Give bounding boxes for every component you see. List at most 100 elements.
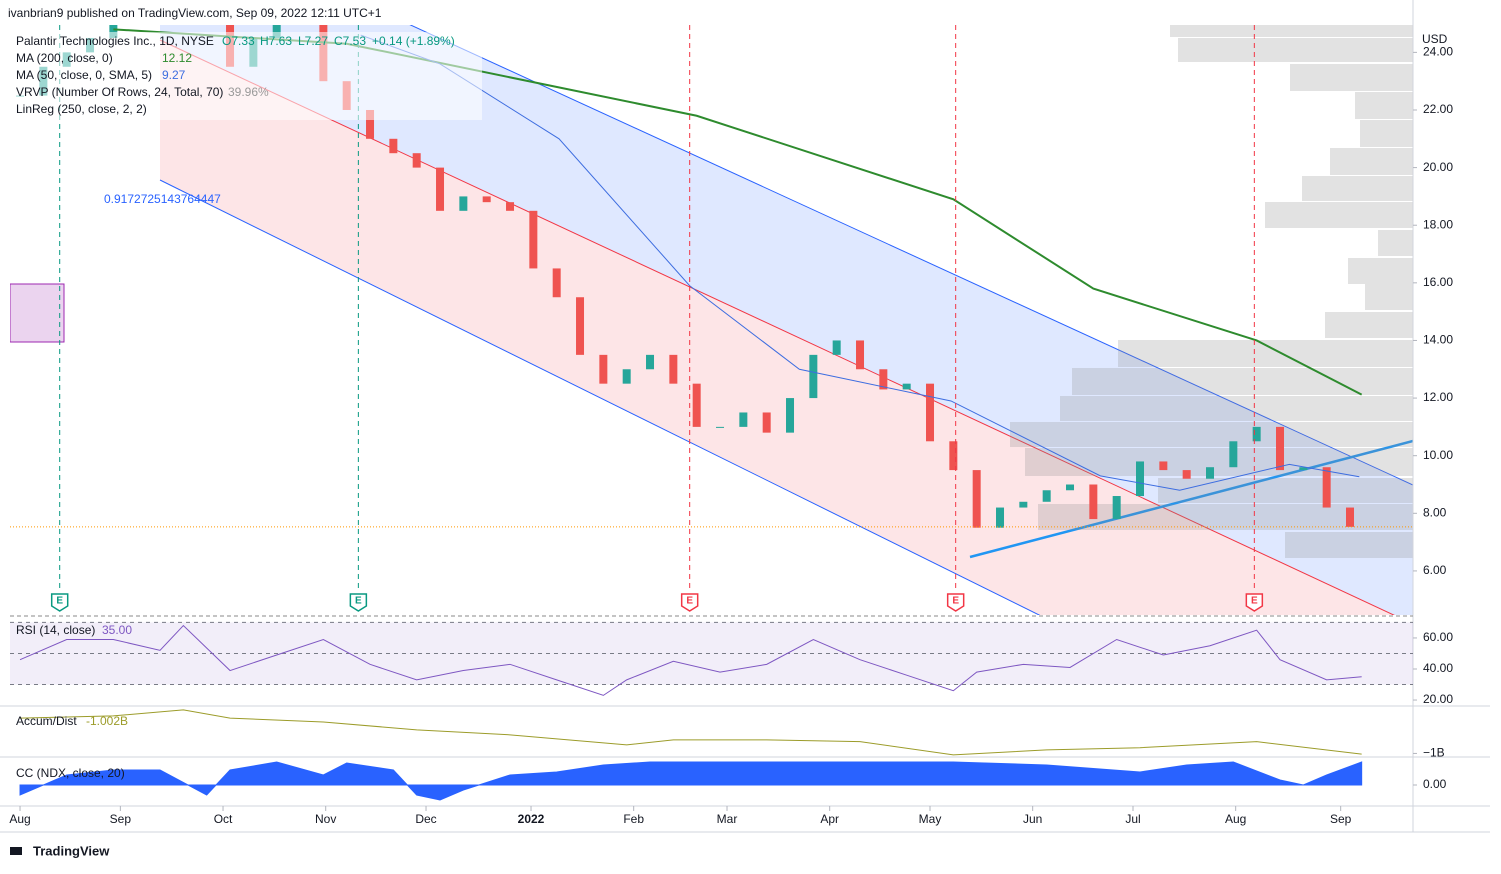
box-drawing — [10, 283, 65, 343]
regression-channel — [10, 25, 1413, 615]
candle — [529, 210, 538, 269]
candle — [786, 398, 795, 433]
vp-row — [1170, 25, 1413, 37]
vp-row — [1325, 312, 1413, 338]
y-tick-label: 10.00 — [1423, 448, 1453, 462]
y-tick-label: 40.00 — [1423, 661, 1453, 675]
vp-row — [1378, 230, 1413, 256]
vp-row — [1060, 396, 1413, 421]
candle — [109, 25, 118, 38]
vp-row — [1302, 176, 1413, 201]
y-tick-label: 20.00 — [1423, 692, 1453, 706]
x-tick-label: Sep — [110, 812, 132, 826]
y-tick-label: 20.00 — [1423, 160, 1453, 174]
legend-ma200-value: 12.12 — [162, 51, 192, 65]
candle — [1252, 426, 1261, 442]
candle — [879, 369, 888, 390]
candle — [1136, 461, 1145, 497]
vp-row — [1360, 120, 1413, 147]
ohlc-close: C7.53 — [334, 34, 366, 48]
candle — [902, 383, 911, 390]
candle — [1276, 426, 1285, 471]
candle — [739, 412, 748, 427]
candle — [1042, 490, 1051, 502]
candle — [599, 354, 608, 384]
x-tick-label: Aug — [9, 812, 30, 826]
published-note: ivanbrian9 published on TradingView.com,… — [8, 6, 382, 20]
candle — [1019, 501, 1028, 508]
candle — [622, 369, 631, 384]
earnings-badge — [50, 593, 69, 612]
pane-borders — [0, 0, 1490, 833]
candle — [1206, 467, 1215, 479]
vp-row — [1025, 448, 1413, 476]
x-tick-label: Feb — [623, 812, 644, 826]
vp-row — [1158, 478, 1413, 503]
candle — [949, 441, 958, 471]
indicator-line — [19, 624, 1362, 696]
ohlc-low: L7.27 — [298, 34, 328, 48]
candle — [459, 196, 468, 211]
candle — [436, 167, 445, 211]
channel-upper — [160, 25, 1413, 615]
cc-title: CC (NDX, close, 20) — [16, 766, 125, 780]
y-tick-label: 0.00 — [1423, 777, 1447, 791]
currency: USD — [1422, 32, 1448, 46]
ad-value: -1.002B — [86, 714, 128, 728]
x-tick-label: Oct — [214, 812, 233, 826]
vp-row — [1265, 202, 1413, 228]
candle — [832, 340, 841, 355]
y-tick-label: 8.00 — [1423, 505, 1447, 519]
legend-backdrop — [12, 32, 482, 120]
ohlc-high: H7.63 — [260, 34, 292, 48]
earnings-badge — [349, 593, 368, 612]
x-tick-label: Nov — [315, 812, 336, 826]
x-tick-label: Sep — [1330, 812, 1352, 826]
volume-profile — [1010, 25, 1413, 558]
x-tick-label: Mar — [717, 812, 738, 826]
earnings-label: E — [952, 596, 959, 607]
candle — [1112, 496, 1121, 520]
x-tick-label: May — [919, 812, 942, 826]
x-tick-label: Aug — [1225, 812, 1246, 826]
vp-row — [1178, 38, 1413, 62]
candle — [669, 354, 678, 384]
earnings-badge — [680, 593, 699, 612]
candle — [1299, 467, 1308, 471]
candle — [272, 25, 281, 38]
x-tick-label: Jul — [1125, 812, 1140, 826]
vp-row — [1330, 148, 1413, 175]
candle — [1089, 484, 1098, 520]
ohlc-change: +0.14 (+1.89%) — [372, 34, 455, 48]
y-tick-label: 16.00 — [1423, 275, 1453, 289]
candle — [809, 354, 818, 399]
candle — [1159, 461, 1168, 471]
earnings-badge — [946, 593, 965, 612]
y-tick-label: −1B — [1423, 746, 1445, 760]
candle — [716, 426, 725, 428]
indicator-line — [20, 709, 1362, 756]
earnings-label: E — [1251, 596, 1258, 607]
channel-line — [159, 179, 1041, 615]
candle — [646, 354, 655, 370]
x-tick-label: Dec — [415, 812, 436, 826]
vp-row — [1072, 368, 1413, 395]
logo — [10, 847, 22, 855]
y-tick-label: 60.00 — [1423, 630, 1453, 644]
candle — [762, 412, 771, 433]
x-tick-label: Jun — [1023, 812, 1042, 826]
y-tick-label: 22.00 — [1423, 102, 1453, 116]
earnings-badge — [1245, 593, 1264, 612]
candle — [552, 268, 561, 298]
vp-row — [1355, 92, 1413, 119]
trend-line — [969, 439, 1413, 559]
vp-row — [1285, 532, 1413, 558]
channel-annotation: 0.9172725143764447 — [104, 192, 221, 206]
candle — [366, 109, 375, 139]
candle — [389, 138, 398, 154]
channel-line — [409, 25, 1413, 486]
ad-title: Accum/Dist — [16, 714, 77, 728]
candle — [506, 202, 515, 211]
ohlc-open: O7.33 — [222, 34, 255, 48]
